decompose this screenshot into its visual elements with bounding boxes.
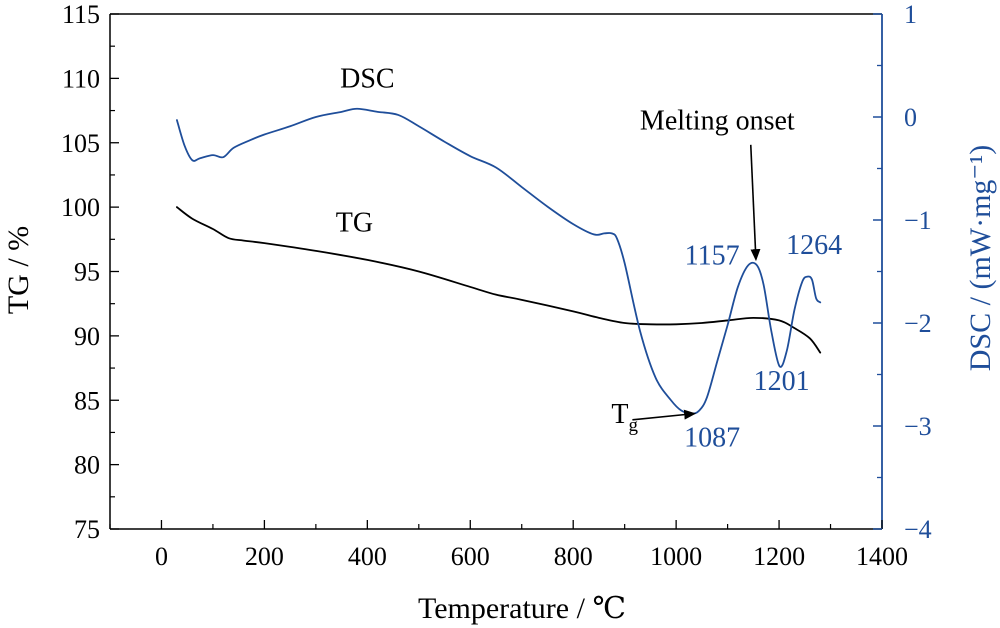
y-left-tick-label: 105 [61,129,100,158]
melting-onset-arrow [749,144,761,262]
annotation-melting-onset: Melting onset [640,105,795,136]
annotation-tg: TG [336,208,373,239]
annotation-1087: 1087 [684,423,740,454]
x-tick-label: 0 [155,542,168,571]
y-right-tick-label: 1 [904,0,917,29]
annotation-layer: DSC TG 1157 1264 1201 1087 Melting onset Tg [336,63,842,453]
y-right-tick-label: 0 [904,103,917,132]
x-tick-label: 600 [451,542,490,571]
y-left-tick-label: 75 [74,515,100,544]
tg-arrow [632,409,697,421]
x-tick-label: 1200 [753,542,805,571]
x-tick-label: 1000 [650,542,702,571]
y-right-tick-label: −4 [904,515,932,544]
y-left-tick-label: 95 [74,258,100,287]
y-left-axis-ticks: 75 80 85 90 95 100 105 110 115 [61,0,119,544]
y-left-tick-label: 100 [61,193,100,222]
x-axis-label: Temperature / ℃ [418,592,626,625]
y-left-tick-label: 90 [74,322,100,351]
series-line-tg [176,206,822,354]
y-left-tick-label: 115 [62,0,100,29]
plot-frame [109,13,883,530]
y-right-axis-ticks: −4 −3 −2 −1 0 1 [873,0,932,544]
series-layer [176,107,822,415]
x-tick-label: 800 [554,542,593,571]
annotation-subscript: g [628,415,638,436]
x-tick-label: 400 [348,542,387,571]
y-right-tick-label: −3 [904,412,932,441]
annotation-1201: 1201 [754,366,810,397]
series-line-dsc [176,107,822,415]
annotation-1157: 1157 [685,240,740,271]
x-tick-label: 1400 [856,542,908,571]
y-left-tick-label: 110 [62,64,100,93]
annotation-1264: 1264 [786,230,842,261]
y-right-axis-label: DSC / (mW·mg⁻¹) [964,145,997,371]
y-left-axis-label: TG / % [2,226,35,314]
x-tick-label: 200 [245,542,284,571]
annotation-t: Tg [611,399,638,436]
y-left-tick-label: 80 [74,451,100,480]
x-axis-ticks: 0 200 400 600 800 1000 1200 1400 [109,520,908,571]
y-left-tick-label: 85 [74,386,100,415]
annotation-dsc: DSC [340,63,394,94]
y-right-tick-label: −1 [904,206,932,235]
y-right-tick-label: −2 [904,309,932,338]
